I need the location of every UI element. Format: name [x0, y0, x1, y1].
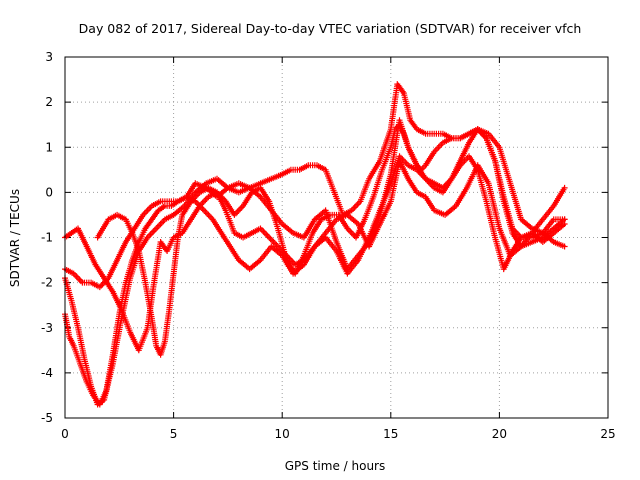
- plot-frame: [64, 56, 609, 419]
- chart-title: Day 082 of 2017, Sidereal Day-to-day VTE…: [79, 21, 582, 36]
- y-tick-label: -3: [41, 321, 53, 335]
- y-axis-label: SDTVAR / TECUs: [8, 189, 22, 287]
- y-tick-label: 2: [45, 95, 53, 109]
- x-axis-label: GPS time / hours: [285, 459, 386, 473]
- y-tick-label: 1: [45, 140, 53, 154]
- data-point-markers: [94, 121, 568, 358]
- y-tick-label: 3: [45, 50, 53, 64]
- y-tick-label: 0: [45, 185, 53, 199]
- axis-ticks: 0 5 10 15 20 25 -5 -4 -3 -2 -1 0 1 2 3: [41, 50, 616, 441]
- y-tick-label: -1: [41, 231, 53, 245]
- x-tick-label: 25: [600, 427, 615, 441]
- x-tick-label: 10: [275, 427, 290, 441]
- x-tick-label: 20: [492, 427, 507, 441]
- x-tick-label: 15: [383, 427, 398, 441]
- series-track-5: [94, 121, 568, 358]
- x-tick-label: 0: [61, 427, 69, 441]
- y-tick-label: -5: [41, 411, 53, 425]
- x-tick-label: 5: [170, 427, 178, 441]
- y-tick-label: -2: [41, 276, 53, 290]
- y-tick-label: -4: [41, 366, 53, 380]
- data-points: [62, 81, 568, 408]
